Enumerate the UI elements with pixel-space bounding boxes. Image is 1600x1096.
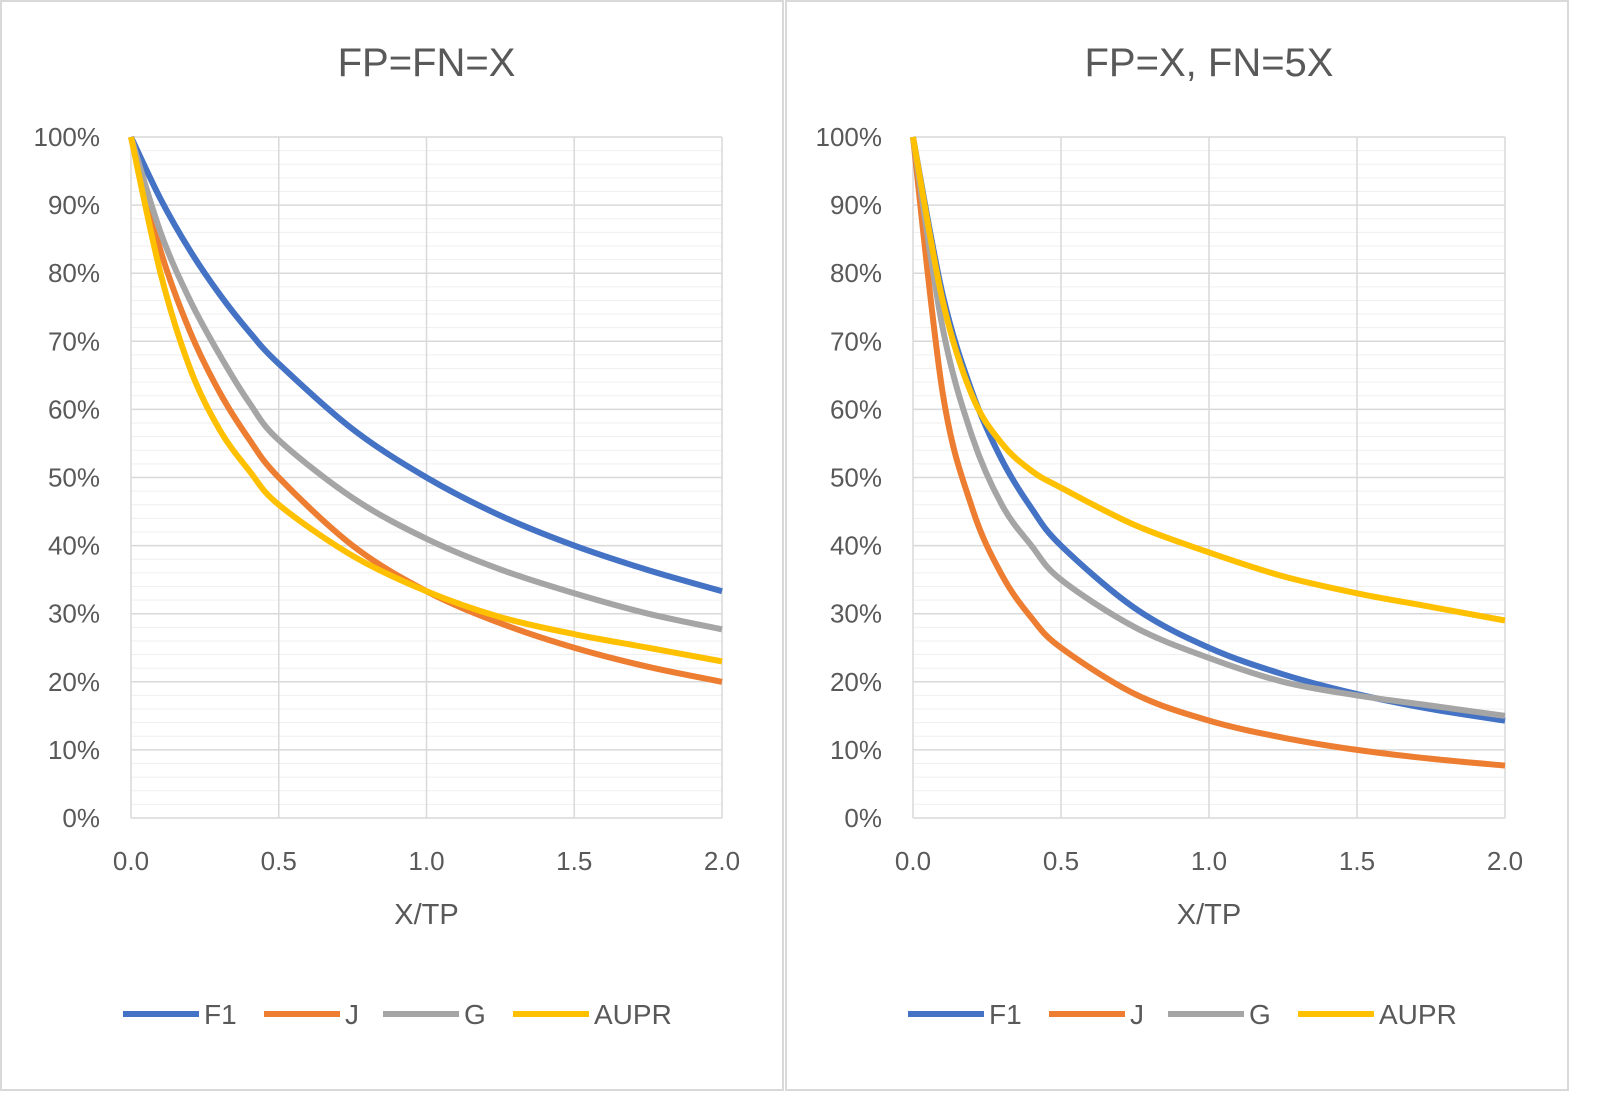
y-tick-label: 30% <box>830 599 882 629</box>
x-tick-label: 1.0 <box>408 846 444 876</box>
x-tick-label: 0.5 <box>261 846 297 876</box>
series-line-g <box>910 136 1506 719</box>
y-tick-label: 60% <box>830 394 882 424</box>
chart-title: FP=X, FN=5X <box>1085 41 1334 85</box>
legend-label-j: J <box>345 999 359 1030</box>
y-tick-label: 90% <box>48 190 100 220</box>
y-tick-label: 80% <box>830 258 882 288</box>
y-tick-label: 40% <box>830 531 882 561</box>
x-tick-label: 1.0 <box>1191 846 1227 876</box>
legend-label-f1: F1 <box>989 999 1022 1030</box>
y-tick-label: 50% <box>48 463 100 493</box>
legend-label-g: G <box>464 999 486 1030</box>
legend-label-aupr: AUPR <box>594 999 672 1030</box>
series-line-g <box>128 136 723 633</box>
legend-label-g: G <box>1249 999 1271 1030</box>
y-tick-label: 10% <box>48 735 100 765</box>
legend-label-j: J <box>1130 999 1144 1030</box>
y-tick-label: 70% <box>830 326 882 356</box>
x-tick-label: 0.0 <box>113 846 149 876</box>
series-line-f1 <box>128 135 723 595</box>
y-tick-label: 0% <box>844 803 882 833</box>
legend-label-aupr: AUPR <box>1379 999 1457 1030</box>
series-line-aupr <box>910 136 1506 624</box>
y-tick-label: 90% <box>830 190 882 220</box>
x-tick-label: 1.5 <box>556 846 592 876</box>
y-tick-label: 50% <box>830 463 882 493</box>
y-tick-label: 20% <box>48 667 100 697</box>
series-line-j <box>910 136 1506 769</box>
x-axis-label: X/TP <box>394 899 458 931</box>
y-tick-label: 100% <box>816 122 883 152</box>
x-tick-label: 0.5 <box>1043 846 1079 876</box>
x-tick-label: 2.0 <box>704 846 740 876</box>
x-tick-label: 2.0 <box>1487 846 1523 876</box>
y-tick-label: 80% <box>48 258 100 288</box>
x-axis-label: X/TP <box>1177 899 1241 931</box>
y-tick-label: 100% <box>34 122 101 152</box>
y-tick-label: 10% <box>830 735 882 765</box>
chart-title: FP=FN=X <box>338 41 516 85</box>
y-tick-label: 40% <box>48 531 100 561</box>
y-tick-label: 30% <box>48 599 100 629</box>
y-tick-label: 70% <box>48 326 100 356</box>
x-tick-label: 1.5 <box>1339 846 1375 876</box>
x-tick-label: 0.0 <box>895 846 931 876</box>
chart-panel-1: FP=FN=X 0% 10% 20% 30% 40% 50% 60% 70% 80% 90% 100%… <box>0 0 784 1091</box>
y-tick-label: 60% <box>48 394 100 424</box>
y-tick-label: 0% <box>62 803 100 833</box>
series-line-aupr <box>128 136 723 665</box>
chart-panel-2: FP=X, FN=5X 0% 10% 20% 30% 40% 50% 60% 70% 80% 90%… <box>785 0 1569 1091</box>
series-line-j <box>128 136 723 685</box>
y-tick-label: 20% <box>830 667 882 697</box>
legend-label-f1: F1 <box>204 999 237 1030</box>
